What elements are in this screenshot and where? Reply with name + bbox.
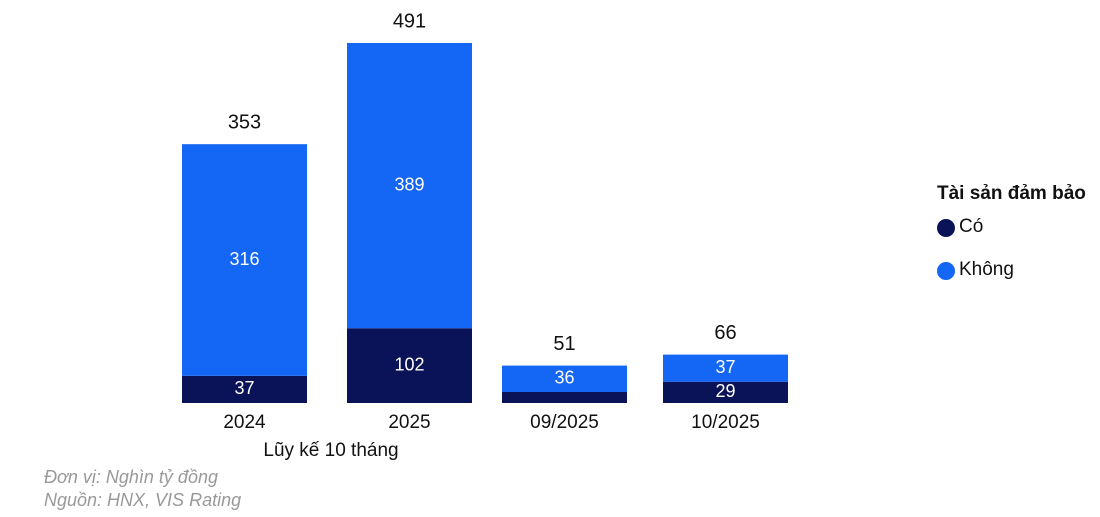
bar-segment <box>502 365 627 393</box>
note: Đơn vị: Nghìn tỷ đồng <box>44 467 218 487</box>
legend-marker <box>937 219 955 237</box>
bar-segment <box>502 392 627 403</box>
legend-label: Có <box>959 216 983 237</box>
x-tick-label: 09/2025 <box>530 412 599 433</box>
group-label: Lũy kế 10 tháng <box>263 440 398 461</box>
x-tick-label: 10/2025 <box>691 412 760 433</box>
data-label: 36 <box>554 368 574 388</box>
total-label: 66 <box>714 322 736 344</box>
legend-label: Không <box>959 259 1014 280</box>
total-label: 51 <box>553 333 575 355</box>
note: Nguồn: HNX, VIS Rating <box>44 490 241 510</box>
bar-segment <box>182 375 307 403</box>
bar-segment <box>347 328 472 403</box>
bar-segment <box>347 43 472 329</box>
bar-segment <box>663 381 788 403</box>
data-label: 316 <box>229 249 259 269</box>
legend-marker <box>937 262 955 280</box>
x-tick-label: 2025 <box>388 412 430 433</box>
data-label: 37 <box>715 357 735 377</box>
bar-segment <box>663 354 788 382</box>
data-label: 389 <box>394 174 424 194</box>
x-tick-label: 2024 <box>223 412 266 433</box>
total-label: 491 <box>393 10 426 32</box>
total-label: 353 <box>228 111 261 133</box>
legend-title: Tài sản đảm bảo <box>937 183 1086 204</box>
data-label: 37 <box>234 378 254 398</box>
data-label: 29 <box>715 381 735 401</box>
bar-segment <box>182 144 307 376</box>
data-label: 102 <box>394 354 424 374</box>
